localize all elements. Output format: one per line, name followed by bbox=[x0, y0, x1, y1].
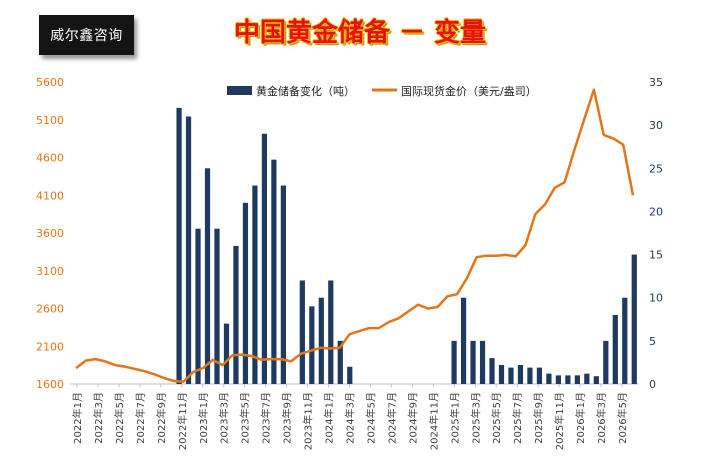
bar bbox=[517, 365, 524, 384]
x-tick-label: 2022年7月 bbox=[134, 392, 147, 444]
price-line bbox=[75, 88, 635, 383]
left-axis-tick-label: 5100 bbox=[36, 114, 64, 127]
x-tick-label: 2024年7月 bbox=[385, 392, 398, 444]
bar bbox=[603, 340, 609, 384]
left-axis-tick-label: 3100 bbox=[36, 265, 64, 278]
bar bbox=[622, 297, 628, 384]
x-tick-label: 2026年1月 bbox=[574, 392, 587, 444]
bar bbox=[328, 280, 334, 384]
x-tick-label: 2025年5月 bbox=[490, 392, 503, 444]
x-tick-label: 2022年5月 bbox=[113, 392, 126, 444]
legend-bar-label: 黄金储备变化（吨） bbox=[256, 84, 355, 98]
x-tick-label: 2023年11月 bbox=[302, 392, 315, 450]
bar bbox=[176, 107, 182, 384]
x-tick-label: 2023年9月 bbox=[281, 392, 294, 444]
bar bbox=[460, 297, 467, 384]
x-tick-label: 2022年1月 bbox=[71, 392, 84, 444]
bar bbox=[242, 202, 249, 384]
bar bbox=[612, 314, 618, 384]
x-axis-ticks: 2022年1月 2022年3月 2022年5月 2022年7月 2022年9月 2022年… bbox=[71, 384, 629, 450]
bar bbox=[470, 340, 476, 384]
right-axis-tick-label: 0 bbox=[649, 378, 656, 391]
bar bbox=[451, 340, 457, 384]
bar bbox=[479, 340, 486, 384]
x-tick-label: 2024年5月 bbox=[364, 392, 377, 444]
left-axis-tick-label: 3600 bbox=[36, 227, 64, 240]
bar bbox=[299, 280, 305, 384]
bar bbox=[498, 365, 505, 384]
bar bbox=[546, 373, 552, 384]
bar bbox=[631, 254, 637, 384]
chart-title: 中国黄金储备 － 变量 bbox=[233, 18, 487, 48]
legend: 黄金储备变化（吨） 国际现货金价（美元/盎司） bbox=[227, 84, 537, 98]
right-axis-tick-label: 10 bbox=[649, 292, 663, 305]
bar bbox=[309, 306, 315, 384]
bar bbox=[536, 367, 543, 384]
bar bbox=[271, 159, 277, 384]
x-tick-label: 2025年7月 bbox=[511, 392, 524, 444]
bar bbox=[584, 373, 590, 384]
bar bbox=[489, 358, 495, 384]
brand-badge: 威尔鑫咨询 bbox=[39, 15, 134, 55]
bar bbox=[574, 375, 580, 384]
left-axis-tick-label: 2600 bbox=[36, 303, 64, 316]
bar bbox=[527, 367, 533, 384]
bar bbox=[223, 323, 230, 384]
x-tick-label: 2025年1月 bbox=[448, 392, 461, 444]
bar bbox=[280, 185, 286, 384]
bar bbox=[508, 367, 514, 384]
left-axis-tick-label: 2100 bbox=[36, 340, 64, 353]
x-tick-label: 2024年3月 bbox=[344, 392, 357, 444]
bar bbox=[261, 133, 268, 384]
right-axis-tick-label: 30 bbox=[649, 119, 663, 132]
x-tick-label: 2023年7月 bbox=[260, 392, 273, 444]
bar bbox=[252, 185, 258, 384]
left-axis-tick-label: 4100 bbox=[36, 189, 64, 202]
bar bbox=[233, 245, 239, 384]
x-tick-label: 2022年11月 bbox=[176, 392, 189, 450]
left-axis-tick-label: 4600 bbox=[36, 152, 64, 165]
right-axis-tick-label: 25 bbox=[649, 162, 663, 175]
bar bbox=[185, 116, 192, 384]
legend-bar-swatch bbox=[227, 86, 252, 95]
bar bbox=[214, 228, 220, 384]
x-tick-label: 2026年5月 bbox=[616, 392, 629, 444]
x-tick-label: 2022年3月 bbox=[92, 392, 105, 444]
bar bbox=[347, 366, 353, 384]
x-tick-label: 2025年9月 bbox=[532, 392, 545, 444]
x-tick-label: 2023年5月 bbox=[239, 392, 252, 444]
axes: 1600 2100 2600 3100 3600 4100 4600 5100 5600 0 5 10… bbox=[36, 76, 663, 391]
bar bbox=[204, 168, 211, 384]
right-axis-tick-label: 20 bbox=[649, 205, 663, 218]
line-series bbox=[75, 88, 635, 383]
x-tick-label: 2022年9月 bbox=[155, 392, 168, 444]
x-tick-label: 2024年11月 bbox=[427, 392, 440, 450]
x-tick-label: 2024年1月 bbox=[323, 392, 336, 444]
x-tick-label: 2025年3月 bbox=[469, 392, 482, 444]
bar bbox=[555, 375, 561, 384]
right-axis-tick-label: 35 bbox=[649, 76, 663, 89]
bar bbox=[593, 376, 599, 384]
x-tick-label: 2023年3月 bbox=[218, 392, 231, 444]
bar bbox=[318, 297, 324, 384]
left-axis-tick-label: 1600 bbox=[36, 378, 64, 391]
right-axis-tick-label: 15 bbox=[649, 249, 663, 262]
bar-series bbox=[176, 107, 637, 384]
left-axis-tick-label: 5600 bbox=[36, 76, 64, 89]
legend-line-label: 国际现货金价（美元/盎司） bbox=[401, 84, 537, 98]
bar bbox=[337, 340, 343, 384]
bar bbox=[195, 228, 201, 384]
x-tick-label: 2025年11月 bbox=[553, 392, 566, 450]
x-tick-label: 2026年3月 bbox=[595, 392, 608, 444]
x-tick-label: 2023年1月 bbox=[197, 392, 210, 444]
right-axis-tick-label: 5 bbox=[649, 335, 656, 348]
bar bbox=[565, 375, 571, 384]
x-tick-label: 2024年9月 bbox=[406, 392, 419, 444]
